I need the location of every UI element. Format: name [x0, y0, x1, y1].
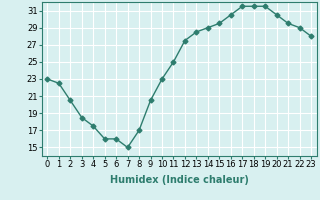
X-axis label: Humidex (Indice chaleur): Humidex (Indice chaleur) — [110, 175, 249, 185]
